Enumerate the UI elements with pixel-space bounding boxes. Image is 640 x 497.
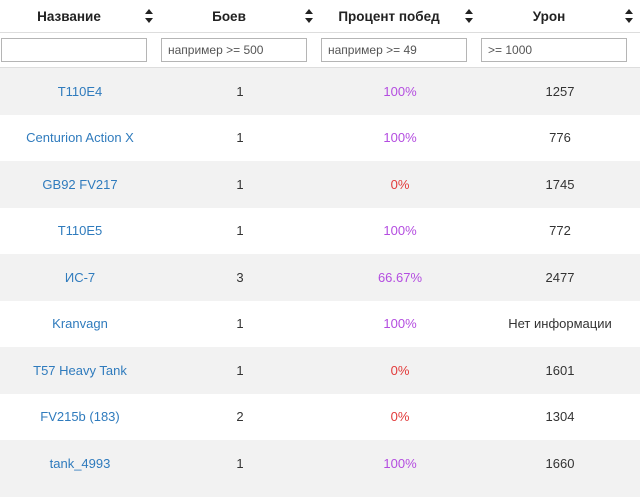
column-header-winrate[interactable]: Процент побед xyxy=(320,0,480,33)
winrate-cell: 0% xyxy=(320,161,480,208)
battles-cell: 1 xyxy=(160,161,320,208)
damage-cell: 1304 xyxy=(480,393,640,440)
name-cell: T57 Heavy Tank xyxy=(0,347,160,394)
battles-cell: 1 xyxy=(160,207,320,254)
name-cell: tank_4993 xyxy=(0,440,160,487)
winrate-cell: 0% xyxy=(320,393,480,440)
table-row: Kranvagn 1 100% Нет информации xyxy=(0,300,640,347)
damage-cell: 1745 xyxy=(480,161,640,208)
battles-cell: 1 xyxy=(160,300,320,347)
table-row: T57 Heavy Tank 1 0% 1601 xyxy=(0,347,640,394)
battles-cell: 1 xyxy=(160,67,320,115)
name-cell: GB92 FV217 xyxy=(0,161,160,208)
battles-cell: 1 xyxy=(160,114,320,161)
winrate-cell: 100% xyxy=(320,300,480,347)
column-header-label: Название xyxy=(37,8,101,24)
winrate-cell: 0% xyxy=(320,347,480,394)
tank-name-link[interactable]: Centurion Action X xyxy=(26,130,134,146)
winrate-cell: 100% xyxy=(320,114,480,161)
column-header-damage[interactable]: Урон xyxy=(480,0,640,33)
name-cell: T110E5 xyxy=(0,207,160,254)
tank-name-link[interactable]: ИС-7 xyxy=(64,269,96,285)
sort-icon[interactable] xyxy=(625,9,633,23)
table-row: ИС-7 3 66.67% 2477 xyxy=(0,254,640,301)
damage-cell: 1601 xyxy=(480,347,640,394)
sort-icon[interactable] xyxy=(465,9,473,23)
table-row: Centurion Action X 1 100% 776 xyxy=(0,114,640,161)
tank-name-link[interactable]: FV215b (183) xyxy=(40,409,120,425)
sort-icon[interactable] xyxy=(305,9,313,23)
battles-cell: 3 xyxy=(160,254,320,301)
header-row: Название Боев Процент побед Урон xyxy=(0,0,640,33)
filter-row xyxy=(0,32,640,68)
damage-cell: 1257 xyxy=(480,67,640,115)
name-cell: T110E4 xyxy=(0,67,160,115)
column-header-label: Процент побед xyxy=(338,8,440,24)
table-row: T110E4 1 100% 1257 xyxy=(0,67,640,115)
name-cell: FV215b (183) xyxy=(0,393,160,440)
column-header-label: Боев xyxy=(212,8,246,24)
damage-filter-input[interactable] xyxy=(481,38,627,62)
name-cell: ИС-7 xyxy=(0,254,160,301)
battles-cell: 1 xyxy=(160,347,320,394)
table-row: FV215b (183) 2 0% 1304 xyxy=(0,393,640,440)
column-header-name[interactable]: Название xyxy=(0,0,160,33)
name-filter-input[interactable] xyxy=(1,38,147,62)
tank-name-link[interactable]: T57 Heavy Tank xyxy=(33,362,127,378)
damage-cell: 772 xyxy=(480,207,640,254)
table-row: GB92 FV217 1 0% 1745 xyxy=(0,161,640,208)
tank-name-link[interactable]: Kranvagn xyxy=(52,316,108,332)
column-header-battles[interactable]: Боев xyxy=(160,0,320,33)
winrate-cell: 100% xyxy=(320,440,480,487)
tank-name-link[interactable]: tank_4993 xyxy=(49,455,111,471)
damage-cell: 776 xyxy=(480,114,640,161)
winrate-cell: 100% xyxy=(320,67,480,115)
damage-cell: 1660 xyxy=(480,440,640,487)
winrate-cell: 100% xyxy=(320,207,480,254)
filter-cell xyxy=(320,32,480,68)
table-row: tank_4993 1 100% 1660 xyxy=(0,440,640,487)
battles-cell: 1 xyxy=(160,440,320,487)
damage-cell: Нет информации xyxy=(480,300,640,347)
tank-name-link[interactable]: T110E4 xyxy=(57,83,103,99)
name-cell: Centurion Action X xyxy=(0,114,160,161)
winrate-filter-input[interactable] xyxy=(321,38,467,62)
tank-name-link[interactable]: GB92 FV217 xyxy=(42,176,118,192)
battles-filter-input[interactable] xyxy=(161,38,307,62)
table-row: T110E5 1 100% 772 xyxy=(0,207,640,254)
filter-cell xyxy=(160,32,320,68)
tank-name-link[interactable]: T110E5 xyxy=(57,223,103,239)
column-header-label: Урон xyxy=(532,8,566,24)
name-cell: Kranvagn xyxy=(0,300,160,347)
sort-icon[interactable] xyxy=(145,9,153,23)
filter-cell xyxy=(0,32,160,68)
battles-cell: 2 xyxy=(160,393,320,440)
damage-cell: 2477 xyxy=(480,254,640,301)
winrate-cell: 66.67% xyxy=(320,254,480,301)
filter-cell xyxy=(480,32,640,68)
